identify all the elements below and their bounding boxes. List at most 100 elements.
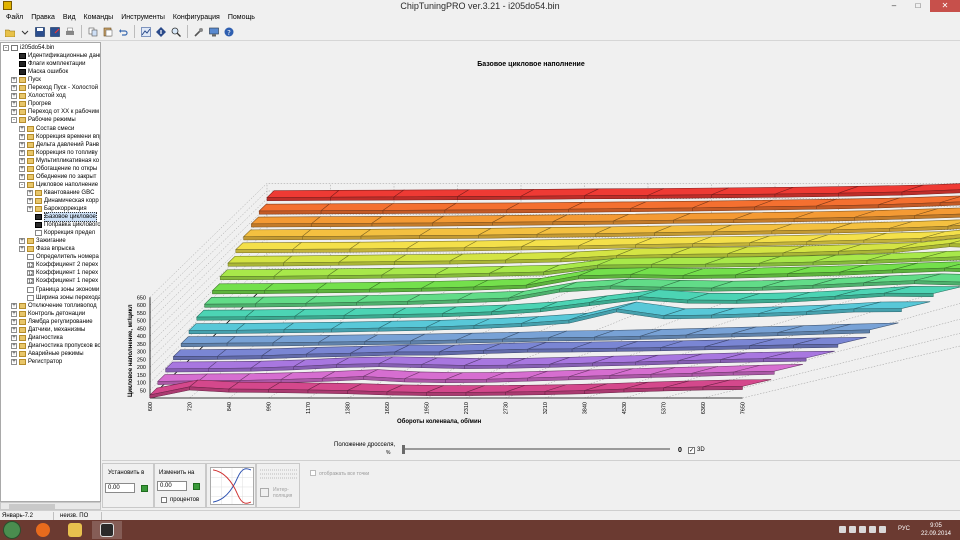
copy-icon[interactable] <box>86 25 100 39</box>
curve-preview[interactable] <box>210 467 254 505</box>
minimize-button[interactable]: – <box>891 1 897 10</box>
tray-app-icon[interactable] <box>849 526 856 533</box>
undo-icon[interactable] <box>116 25 130 39</box>
throttle-slider[interactable] <box>402 448 670 450</box>
expand-icon[interactable]: + <box>19 149 25 156</box>
tree-item[interactable]: + Прогрев <box>11 100 51 108</box>
tray-up-icon[interactable] <box>839 526 846 533</box>
tree-item[interactable]: + Контроль детонации <box>11 310 85 318</box>
expand-icon[interactable]: + <box>27 189 33 196</box>
expand-icon[interactable]: + <box>11 302 17 309</box>
expand-icon[interactable]: + <box>19 246 25 253</box>
tray-flag-icon[interactable] <box>859 526 866 533</box>
scroll-thumb[interactable] <box>9 504 55 509</box>
tree-item[interactable]: Флаги комплектации <box>11 60 86 68</box>
tree-item[interactable]: + Коррекция по топливу <box>19 149 98 157</box>
tree-item[interactable]: + Лямбда регулирование <box>11 318 93 326</box>
tree-item[interactable]: + Динамическая корр <box>27 197 99 205</box>
tree-item[interactable]: 12 Коэффициент 2 перех <box>19 261 98 269</box>
menu-tools[interactable]: Инструменты <box>121 14 165 21</box>
tree-item[interactable]: + Диагностика <box>11 334 63 342</box>
tree-item[interactable]: + Пуск <box>11 76 41 84</box>
map-icon[interactable] <box>139 25 153 39</box>
expand-icon[interactable]: + <box>19 165 25 172</box>
expand-icon[interactable]: + <box>27 206 33 212</box>
tree-item[interactable]: + Дельта давлений Ранв <box>19 141 99 149</box>
throttle-slider-thumb[interactable] <box>402 445 405 454</box>
tree-item[interactable]: + Датчики, механизмы <box>11 326 85 334</box>
expand-icon[interactable]: + <box>11 101 17 108</box>
apply-change-button[interactable] <box>193 483 200 490</box>
surface-chart[interactable]: 5010015020025030035040045050055060065060… <box>102 42 960 460</box>
tree-item[interactable]: 12 Коэффициент 1 перех <box>19 277 98 285</box>
firefox-task[interactable] <box>28 521 58 539</box>
expand-icon[interactable]: + <box>11 85 17 92</box>
network-icon[interactable] <box>869 526 876 533</box>
tree-item[interactable]: + Коррекция времени впр <box>19 133 100 141</box>
expand-icon[interactable]: + <box>11 310 17 317</box>
start-button[interactable] <box>3 521 21 539</box>
expand-icon[interactable]: + <box>11 109 17 116</box>
show-all-points-checkbox[interactable] <box>310 470 316 476</box>
collapse-icon[interactable]: - <box>19 181 25 188</box>
expand-icon[interactable]: + <box>19 157 25 164</box>
menu-file[interactable]: Файл <box>6 14 24 21</box>
percent-checkbox[interactable] <box>161 497 167 503</box>
expand-icon[interactable]: + <box>11 350 17 357</box>
expand-icon[interactable]: + <box>11 326 17 333</box>
expand-icon[interactable]: + <box>11 77 17 84</box>
tree-view[interactable]: - i205do54.bin Идентификационные данн Флаги… <box>0 42 101 502</box>
info-icon[interactable] <box>154 25 168 39</box>
tree-item[interactable]: + Обогащение по откры <box>19 165 97 173</box>
maximize-button[interactable]: □ <box>915 1 921 10</box>
expand-icon[interactable]: + <box>11 334 17 341</box>
tree-item[interactable]: Граница зоны экономи <box>19 286 99 294</box>
expand-icon[interactable]: + <box>19 238 25 245</box>
collapse-icon[interactable]: - <box>3 45 9 51</box>
expand-icon[interactable]: + <box>11 318 17 325</box>
tree-item[interactable]: + Обеднение по закрыт <box>19 173 96 181</box>
expand-icon[interactable]: + <box>11 342 17 349</box>
menu-help[interactable]: Помощь <box>227 14 255 21</box>
tree-item[interactable]: Идентификационные данн <box>11 52 100 60</box>
tree-item[interactable]: + Аварийные режимы <box>11 350 84 358</box>
expand-icon[interactable]: + <box>19 133 25 140</box>
tree-item[interactable]: - Рабочие режимы <box>11 116 76 124</box>
chiptuning-task[interactable] <box>92 521 122 539</box>
tree-item[interactable]: Ширина зоны перехода <box>19 294 100 302</box>
tree-item[interactable]: + Фаза впрыска <box>19 245 75 253</box>
monitor-icon[interactable] <box>207 25 221 39</box>
tree-item[interactable]: + Диагностика пропусков во <box>11 342 100 350</box>
help-icon[interactable]: ? <box>222 25 236 39</box>
expand-icon[interactable]: + <box>19 173 25 180</box>
tree-item[interactable]: + Барокоррекция <box>27 205 87 213</box>
expand-icon[interactable]: + <box>11 93 17 100</box>
tree-item[interactable]: + Переход от ХХ к рабочим р <box>11 108 100 116</box>
collapse-icon[interactable]: - <box>11 117 17 124</box>
3d-checkbox[interactable]: ✓ <box>688 447 695 454</box>
language-indicator[interactable]: РУС <box>897 526 910 532</box>
expand-icon[interactable]: + <box>27 197 33 204</box>
chevron-down-icon[interactable] <box>18 25 32 39</box>
explorer-task[interactable] <box>60 521 90 539</box>
expand-icon[interactable]: + <box>19 141 25 148</box>
tree-item[interactable]: + Состав смеси <box>19 125 74 133</box>
menu-commands[interactable]: Команды <box>83 14 114 21</box>
open-icon[interactable] <box>3 25 17 39</box>
save-as-icon[interactable] <box>48 25 62 39</box>
save-icon[interactable] <box>33 25 47 39</box>
apply-set-button[interactable] <box>141 485 148 492</box>
tree-item[interactable]: + Мультипликативная ко <box>19 157 99 165</box>
set-value-input[interactable]: 0.00 <box>105 483 135 493</box>
tree-item[interactable]: - Цикловое наполнение <box>19 181 98 189</box>
tree-item[interactable]: + Отключение топливопод <box>11 302 97 310</box>
tree-item[interactable]: + Холостой ход <box>11 92 66 100</box>
tree-item[interactable]: Коррекция предел <box>27 229 95 237</box>
tree-horizontal-scrollbar[interactable] <box>0 502 101 510</box>
paste-icon[interactable] <box>101 25 115 39</box>
tree-item[interactable]: 12 Коэффициент 1 перех <box>19 269 98 277</box>
tree-item[interactable]: + Зажигание <box>19 237 66 245</box>
interpolation-button[interactable] <box>260 488 269 497</box>
tree-item[interactable]: Базовое цикловое <box>27 212 97 223</box>
clock[interactable]: 9:05 22.09.2014 <box>916 522 956 538</box>
